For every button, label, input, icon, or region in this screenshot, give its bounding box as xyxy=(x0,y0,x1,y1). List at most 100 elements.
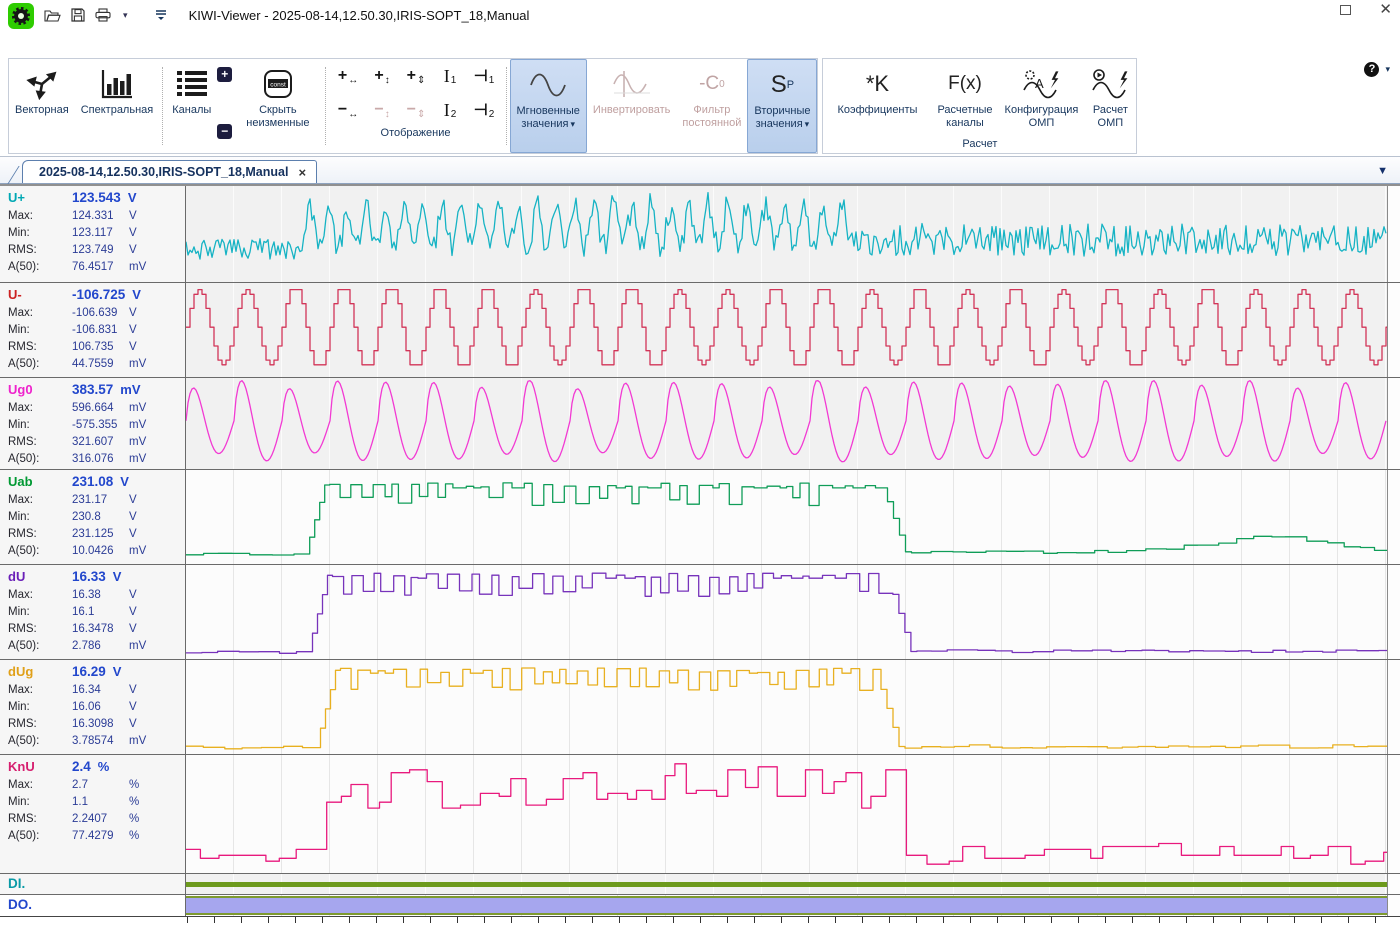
channel-row-dug: dUg16.29V Max:16.34VMin:16.06VRMS:16.309… xyxy=(0,660,1400,755)
vector-diagram-button[interactable]: Векторная xyxy=(9,59,75,153)
print-icon[interactable] xyxy=(95,8,111,22)
document-tab-strip: 2025-08-14,12.50.30,IRIS-SOPT_18,Manual … xyxy=(0,157,1400,184)
channels-button[interactable]: Каналы xyxy=(166,59,217,153)
di-signal-bar xyxy=(186,882,1387,887)
spectral-diagram-button[interactable]: Спектральная xyxy=(75,59,160,153)
waveform-plot[interactable] xyxy=(186,186,1387,282)
right-rail xyxy=(1387,660,1400,754)
channel-info-panel[interactable]: U--106.725V Max:-106.639VMin:-106.831VRM… xyxy=(0,283,186,377)
channel-info-panel[interactable]: dU16.33V Max:16.38VMin:16.1VRMS:16.3478V… xyxy=(0,565,186,659)
document-tab[interactable]: 2025-08-14,12.50.30,IRIS-SOPT_18,Manual … xyxy=(22,160,317,183)
toolbar-separator xyxy=(140,9,143,21)
tab-list-dropdown-icon[interactable]: ▼ xyxy=(1377,165,1388,177)
secondary-values-icon: SP xyxy=(771,65,794,105)
calc-panel: *K Коэффициенты F(x) Расчетные каналы A … xyxy=(822,58,1137,154)
tab-label: 2025-08-14,12.50.30,IRIS-SOPT_18,Manual xyxy=(39,165,288,179)
zoom-out-horizontal-button[interactable]: −↔ xyxy=(333,97,363,123)
do-plot[interactable] xyxy=(186,895,1387,916)
zoom-in-vertical-auto-button[interactable]: +⇕ xyxy=(401,63,431,89)
right-rail xyxy=(1387,283,1400,377)
di-info-panel[interactable]: DI. xyxy=(0,874,186,894)
channel-header: dU16.33V xyxy=(8,567,181,587)
stat-row: A(50):76.4517mV xyxy=(8,259,181,276)
channel-stats: Max:16.34VMin:16.06VRMS:16.3098VA(50):3.… xyxy=(8,682,181,750)
channels-list-icon xyxy=(175,64,209,104)
channel-info-panel[interactable]: Uab231.08V Max:231.17VMin:230.8VRMS:231.… xyxy=(0,470,186,564)
omp-configuration-button[interactable]: A Конфигурация ОМП xyxy=(999,59,1085,139)
channel-info-panel[interactable]: KnU2.4% Max:2.7%Min:1.1%RMS:2.2407%A(50)… xyxy=(0,755,186,873)
channel-row-ug0: Ug0383.57mV Max:596.664mVMin:-575.355mVR… xyxy=(0,378,1400,470)
stat-row: Min:16.06V xyxy=(8,699,181,716)
cursor-1-button[interactable]: I1 xyxy=(435,63,465,89)
close-button[interactable]: ✕ xyxy=(1379,4,1392,16)
waveform-plot[interactable] xyxy=(186,660,1387,754)
save-icon[interactable] xyxy=(71,8,85,22)
cursor-2-button[interactable]: I2 xyxy=(435,97,465,123)
do-info-panel[interactable]: DO. xyxy=(0,895,186,916)
right-rail xyxy=(1387,565,1400,659)
stat-row: Max:-106.639V xyxy=(8,305,181,322)
stat-row: RMS:16.3478V xyxy=(8,621,181,638)
help-dropdown-arrow[interactable]: ▾ xyxy=(1385,64,1390,75)
channel-value: 123.543 xyxy=(72,190,121,205)
instant-values-button[interactable]: Мгновенные значения▾ xyxy=(510,59,587,153)
channel-value: 16.29 xyxy=(72,664,106,679)
omp-calculation-button[interactable]: Расчет ОМП xyxy=(1084,59,1136,139)
maximize-button[interactable] xyxy=(1340,5,1351,15)
waveform-plot[interactable] xyxy=(186,470,1387,564)
channel-value: 383.57 xyxy=(72,382,113,397)
instant-values-dropdown-arrow[interactable]: ▾ xyxy=(570,119,575,129)
ribbon-main-panel: Векторная Спектральная xyxy=(8,58,818,154)
channel-info-panel[interactable]: Ug0383.57mV Max:596.664mVMin:-575.355mVR… xyxy=(0,378,186,469)
channel-rows: U+123.543V Max:124.331VMin:123.117VRMS:1… xyxy=(0,184,1400,874)
channel-row-du: dU16.33V Max:16.38VMin:16.1VRMS:16.3478V… xyxy=(0,565,1400,660)
channel-info-panel[interactable]: dUg16.29V Max:16.34VMin:16.06VRMS:16.309… xyxy=(0,660,186,754)
span-1-button[interactable]: ⊣1 xyxy=(469,63,499,89)
channel-name: KnU xyxy=(8,757,72,777)
stat-row: RMS:16.3098V xyxy=(8,716,181,733)
group-separator xyxy=(162,67,163,145)
channel-name: U- xyxy=(8,285,72,305)
group-separator xyxy=(506,67,507,145)
zoom-in-horizontal-button[interactable]: +↔ xyxy=(333,63,363,89)
channel-info-panel[interactable]: U+123.543V Max:124.331VMin:123.117VRMS:1… xyxy=(0,186,186,282)
stat-row: A(50):2.786mV xyxy=(8,638,181,655)
waveform-plot[interactable] xyxy=(186,283,1387,377)
hide-constant-button[interactable]: const Скрыть неизменные xyxy=(234,59,321,153)
tab-close-icon[interactable]: × xyxy=(298,165,306,180)
remove-channel-button[interactable]: − xyxy=(217,124,232,139)
waveform-plot[interactable] xyxy=(186,378,1387,469)
zoom-out-vertical-button: −↕ xyxy=(367,97,397,123)
channel-name: dUg xyxy=(8,662,72,682)
customize-toolbar-icon[interactable] xyxy=(155,9,167,22)
channel-value: 231.08 xyxy=(72,474,113,489)
channel-header: U--106.725V xyxy=(8,285,181,305)
calculated-channels-button[interactable]: F(x) Расчетные каналы xyxy=(931,59,998,139)
channel-value: -106.725 xyxy=(72,287,125,302)
quick-access-toolbar: ▾ xyxy=(44,8,167,22)
display-tools-group: +↔+↕+⇕I1⊣1−↔−↕−⇕I2⊣2 Отображение xyxy=(329,59,503,153)
secondary-values-button[interactable]: SP Вторичные значения▾ xyxy=(747,59,817,153)
channel-header: U+123.543V xyxy=(8,188,181,208)
time-axis-ticks xyxy=(187,917,1387,925)
zoom-in-vertical-button[interactable]: +↕ xyxy=(367,63,397,89)
add-channel-button[interactable]: + xyxy=(217,67,232,82)
secondary-values-dropdown-arrow[interactable]: ▾ xyxy=(805,119,810,129)
waveform-plot[interactable] xyxy=(186,565,1387,659)
coefficients-button[interactable]: *K Коэффициенты xyxy=(823,59,931,139)
stat-row: RMS:2.2407% xyxy=(8,811,181,828)
hide-constant-icon: const xyxy=(261,64,295,104)
di-plot[interactable] xyxy=(186,874,1387,894)
channel-stats: Max:-106.639VMin:-106.831VRMS:106.735VA(… xyxy=(8,305,181,373)
channel-value: 2.4 xyxy=(72,759,91,774)
help-icon[interactable]: ? xyxy=(1364,62,1379,77)
stat-row: Min:123.117V xyxy=(8,225,181,242)
waveform-plot[interactable] xyxy=(186,755,1387,873)
channel-row-uab: Uab231.08V Max:231.17VMin:230.8VRMS:231.… xyxy=(0,470,1400,565)
calc-group-caption: Расчет xyxy=(823,138,1136,150)
stat-row: A(50):44.7559mV xyxy=(8,356,181,373)
open-file-icon[interactable] xyxy=(44,8,61,22)
print-dropdown-arrow[interactable]: ▾ xyxy=(123,10,128,21)
invert-button: Инвертировать xyxy=(587,59,676,153)
span-2-button[interactable]: ⊣2 xyxy=(469,97,499,123)
